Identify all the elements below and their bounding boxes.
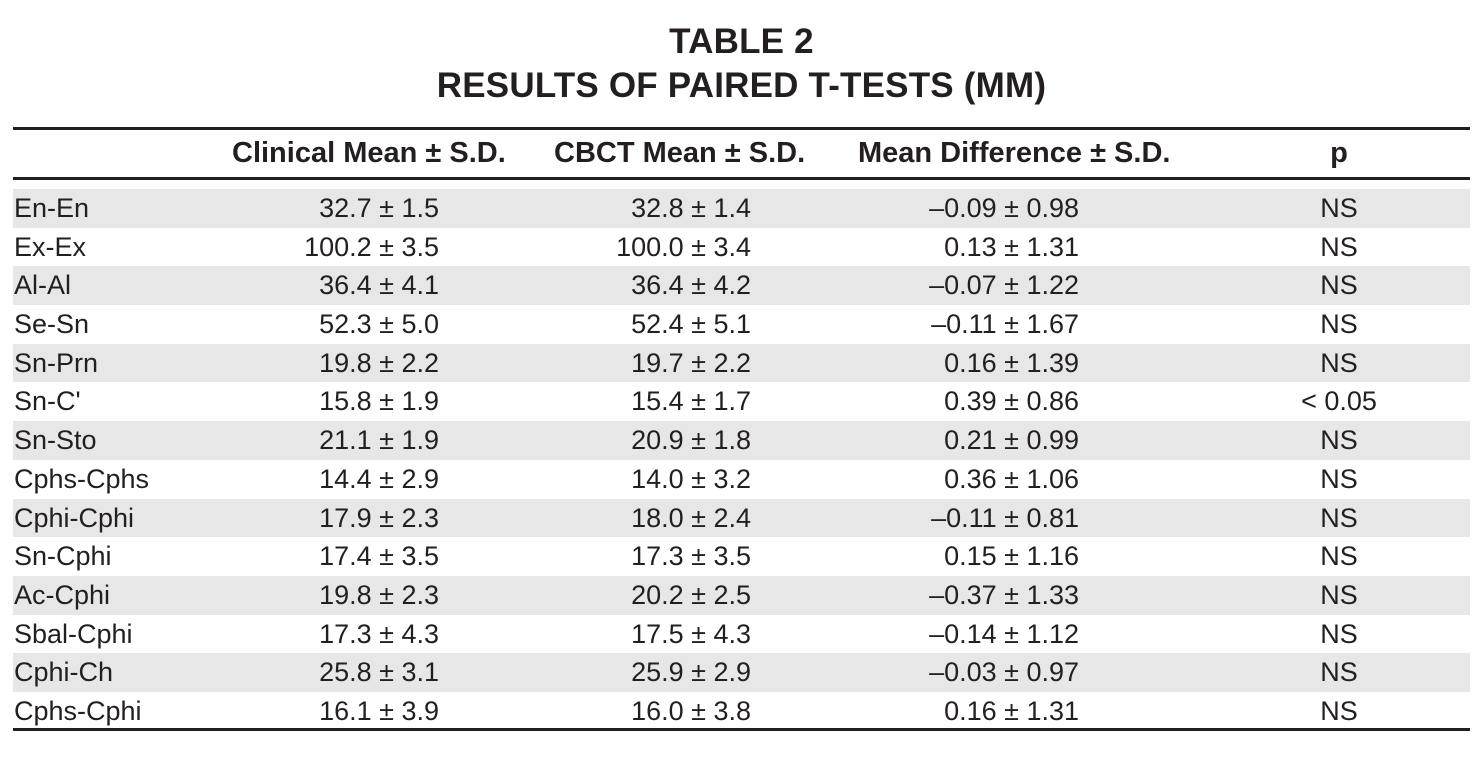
header-p-value: p [1330, 137, 1348, 169]
cell-cbct-mean: 14.0 ± 3.2 [631, 463, 751, 494]
cell-mean-difference: –0.11 ± 1.67 [931, 309, 1079, 340]
table-row: Sn-Cphi 17.4 ± 3.5 17.3 ± 3.5 0.15 ± 1.16 NS [13, 537, 1470, 576]
table-row: Sn-Sto 21.1 ± 1.9 20.9 ± 1.8 0.21 ± 0.99 NS [13, 421, 1470, 460]
cell-p-value: NS [1320, 309, 1358, 340]
cell-clinical-mean: 36.4 ± 4.1 [319, 270, 439, 301]
cell-measurement: Al-Al [14, 270, 72, 301]
cell-clinical-mean: 100.2 ± 3.5 [304, 231, 439, 262]
cell-p-value: NS [1320, 425, 1358, 456]
cell-cbct-mean: 19.7 ± 2.2 [631, 347, 751, 378]
header-cbct-mean: CBCT Mean ± S.D. [554, 137, 806, 169]
cell-mean-difference: 0.16 ± 1.39 [944, 347, 1079, 378]
cell-mean-difference: –0.37 ± 1.33 [929, 579, 1079, 610]
cell-measurement: Cphi-Ch [14, 657, 114, 688]
table-caption: RESULTS OF PAIRED T-TESTS (MM) [436, 66, 1047, 105]
bottom-rule [13, 728, 1470, 731]
table-row: Sn-C' 15.8 ± 1.9 15.4 ± 1.7 0.39 ± 0.86 < 0.… [13, 382, 1470, 421]
cell-clinical-mean: 17.9 ± 2.3 [319, 502, 439, 533]
cell-measurement: En-En [14, 193, 90, 223]
cell-clinical-mean: 32.7 ± 1.5 [319, 193, 439, 223]
cell-measurement: Sn-Sto [14, 425, 97, 456]
cell-clinical-mean: 25.8 ± 3.1 [319, 657, 439, 688]
table-row: Al-Al 36.4 ± 4.1 36.4 ± 4.2 –0.07 ± 1.22 NS [13, 266, 1470, 306]
cell-clinical-mean: 17.4 ± 3.5 [319, 541, 439, 572]
table-row: Cphs-Cphi 16.1 ± 3.9 16.0 ± 3.8 0.16 ± 1.31… [13, 692, 1470, 731]
cell-cbct-mean: 15.4 ± 1.7 [631, 386, 751, 417]
cell-mean-difference: –0.11 ± 0.81 [931, 502, 1079, 533]
cell-measurement: Ac-Cphi [14, 579, 111, 610]
cell-clinical-mean: 14.4 ± 2.9 [319, 463, 439, 494]
cell-cbct-mean: 16.0 ± 3.8 [631, 695, 751, 726]
cell-clinical-mean: 52.3 ± 5.0 [319, 309, 439, 340]
header-rule [13, 177, 1470, 180]
table-row: Ac-Cphi 19.8 ± 2.3 20.2 ± 2.5 –0.37 ± 1.33 N… [13, 575, 1470, 615]
cell-p-value: NS [1320, 618, 1358, 649]
cell-cbct-mean: 100.0 ± 3.4 [616, 231, 751, 262]
cell-p-value: NS [1320, 657, 1358, 688]
cell-mean-difference: 0.15 ± 1.16 [944, 541, 1079, 572]
cell-mean-difference: –0.03 ± 0.97 [929, 657, 1079, 688]
table-row: Cphs-Cphs 14.4 ± 2.9 14.0 ± 3.2 0.36 ± 1.06… [13, 460, 1470, 499]
cell-p-value: NS [1320, 270, 1358, 301]
table-title: TABLE 2 RESULTS OF PAIRED T-TESTS (MM) [0, 20, 1483, 108]
cell-measurement: Cphs-Cphs [14, 463, 150, 494]
cell-cbct-mean: 20.9 ± 1.8 [631, 425, 751, 456]
cell-mean-difference: –0.07 ± 1.22 [929, 270, 1079, 301]
cell-p-value: NS [1320, 541, 1358, 572]
cell-p-value: NS [1320, 579, 1358, 610]
cell-mean-difference: 0.16 ± 1.31 [944, 695, 1079, 726]
cell-measurement: Sn-Prn [14, 347, 99, 378]
cell-measurement: Cphs-Cphi [14, 695, 142, 726]
cell-cbct-mean: 52.4 ± 5.1 [631, 309, 751, 340]
cell-clinical-mean: 17.3 ± 4.3 [319, 618, 439, 649]
cell-measurement: Ex-Ex [14, 231, 87, 262]
cell-cbct-mean: 32.8 ± 1.4 [631, 193, 751, 223]
table-number: TABLE 2 [669, 22, 814, 61]
table-body: En-En 32.7 ± 1.5 32.8 ± 1.4 –0.09 ± 0.98 NS E… [13, 189, 1470, 731]
cell-mean-difference: –0.14 ± 1.12 [929, 618, 1079, 649]
table-row: Sn-Prn 19.8 ± 2.2 19.7 ± 2.2 0.16 ± 1.39 NS [13, 343, 1470, 383]
table-row: Sbal-Cphi 17.3 ± 4.3 17.5 ± 4.3 –0.14 ± 1.1… [13, 615, 1470, 654]
cell-clinical-mean: 21.1 ± 1.9 [319, 425, 439, 456]
cell-measurement: Sn-C' [14, 386, 81, 417]
cell-measurement: Sbal-Cphi [14, 618, 133, 649]
header-mean-difference: Mean Difference ± S.D. [858, 137, 1171, 169]
cell-p-value: NS [1320, 463, 1358, 494]
cell-clinical-mean: 16.1 ± 3.9 [319, 695, 439, 726]
cell-mean-difference: 0.36 ± 1.06 [944, 463, 1079, 494]
cell-cbct-mean: 18.0 ± 2.4 [631, 502, 751, 533]
cell-p-value: < 0.05 [1301, 386, 1377, 417]
header-clinical-mean: Clinical Mean ± S.D. [232, 137, 506, 169]
cell-cbct-mean: 25.9 ± 2.9 [631, 657, 751, 688]
cell-p-value: NS [1320, 347, 1358, 378]
table-row: Cphi-Cphi 17.9 ± 2.3 18.0 ± 2.4 –0.11 ± 0.8… [13, 498, 1470, 538]
cell-mean-difference: –0.09 ± 0.98 [929, 193, 1079, 223]
cell-p-value: NS [1320, 193, 1358, 223]
cell-measurement: Se-Sn [14, 309, 90, 340]
top-rule [13, 127, 1470, 130]
cell-mean-difference: 0.21 ± 0.99 [944, 425, 1079, 456]
cell-cbct-mean: 17.3 ± 3.5 [631, 541, 751, 572]
cell-p-value: NS [1320, 695, 1358, 726]
cell-clinical-mean: 15.8 ± 1.9 [319, 386, 439, 417]
cell-clinical-mean: 19.8 ± 2.3 [319, 579, 439, 610]
cell-mean-difference: 0.39 ± 0.86 [944, 386, 1079, 417]
cell-cbct-mean: 20.2 ± 2.5 [631, 579, 751, 610]
cell-clinical-mean: 19.8 ± 2.2 [319, 347, 439, 378]
table-row: En-En 32.7 ± 1.5 32.8 ± 1.4 –0.09 ± 0.98 NS [13, 189, 1470, 228]
cell-p-value: NS [1320, 231, 1358, 262]
cell-measurement: Cphi-Cphi [14, 502, 135, 533]
table-row: Se-Sn 52.3 ± 5.0 52.4 ± 5.1 –0.11 ± 1.67 NS [13, 305, 1470, 344]
table-row: Cphi-Ch 25.8 ± 3.1 25.9 ± 2.9 –0.03 ± 0.97 N… [13, 653, 1470, 692]
cell-cbct-mean: 17.5 ± 4.3 [631, 618, 751, 649]
cell-measurement: Sn-Cphi [14, 541, 112, 572]
cell-mean-difference: 0.13 ± 1.31 [944, 231, 1079, 262]
table-row: Ex-Ex 100.2 ± 3.5 100.0 ± 3.4 0.13 ± 1.31 NS [13, 228, 1470, 267]
cell-cbct-mean: 36.4 ± 4.2 [631, 270, 751, 301]
cell-p-value: NS [1320, 502, 1358, 533]
table-header-row: Clinical Mean ± S.D. CBCT Mean ± S.D. Me… [13, 133, 1470, 177]
